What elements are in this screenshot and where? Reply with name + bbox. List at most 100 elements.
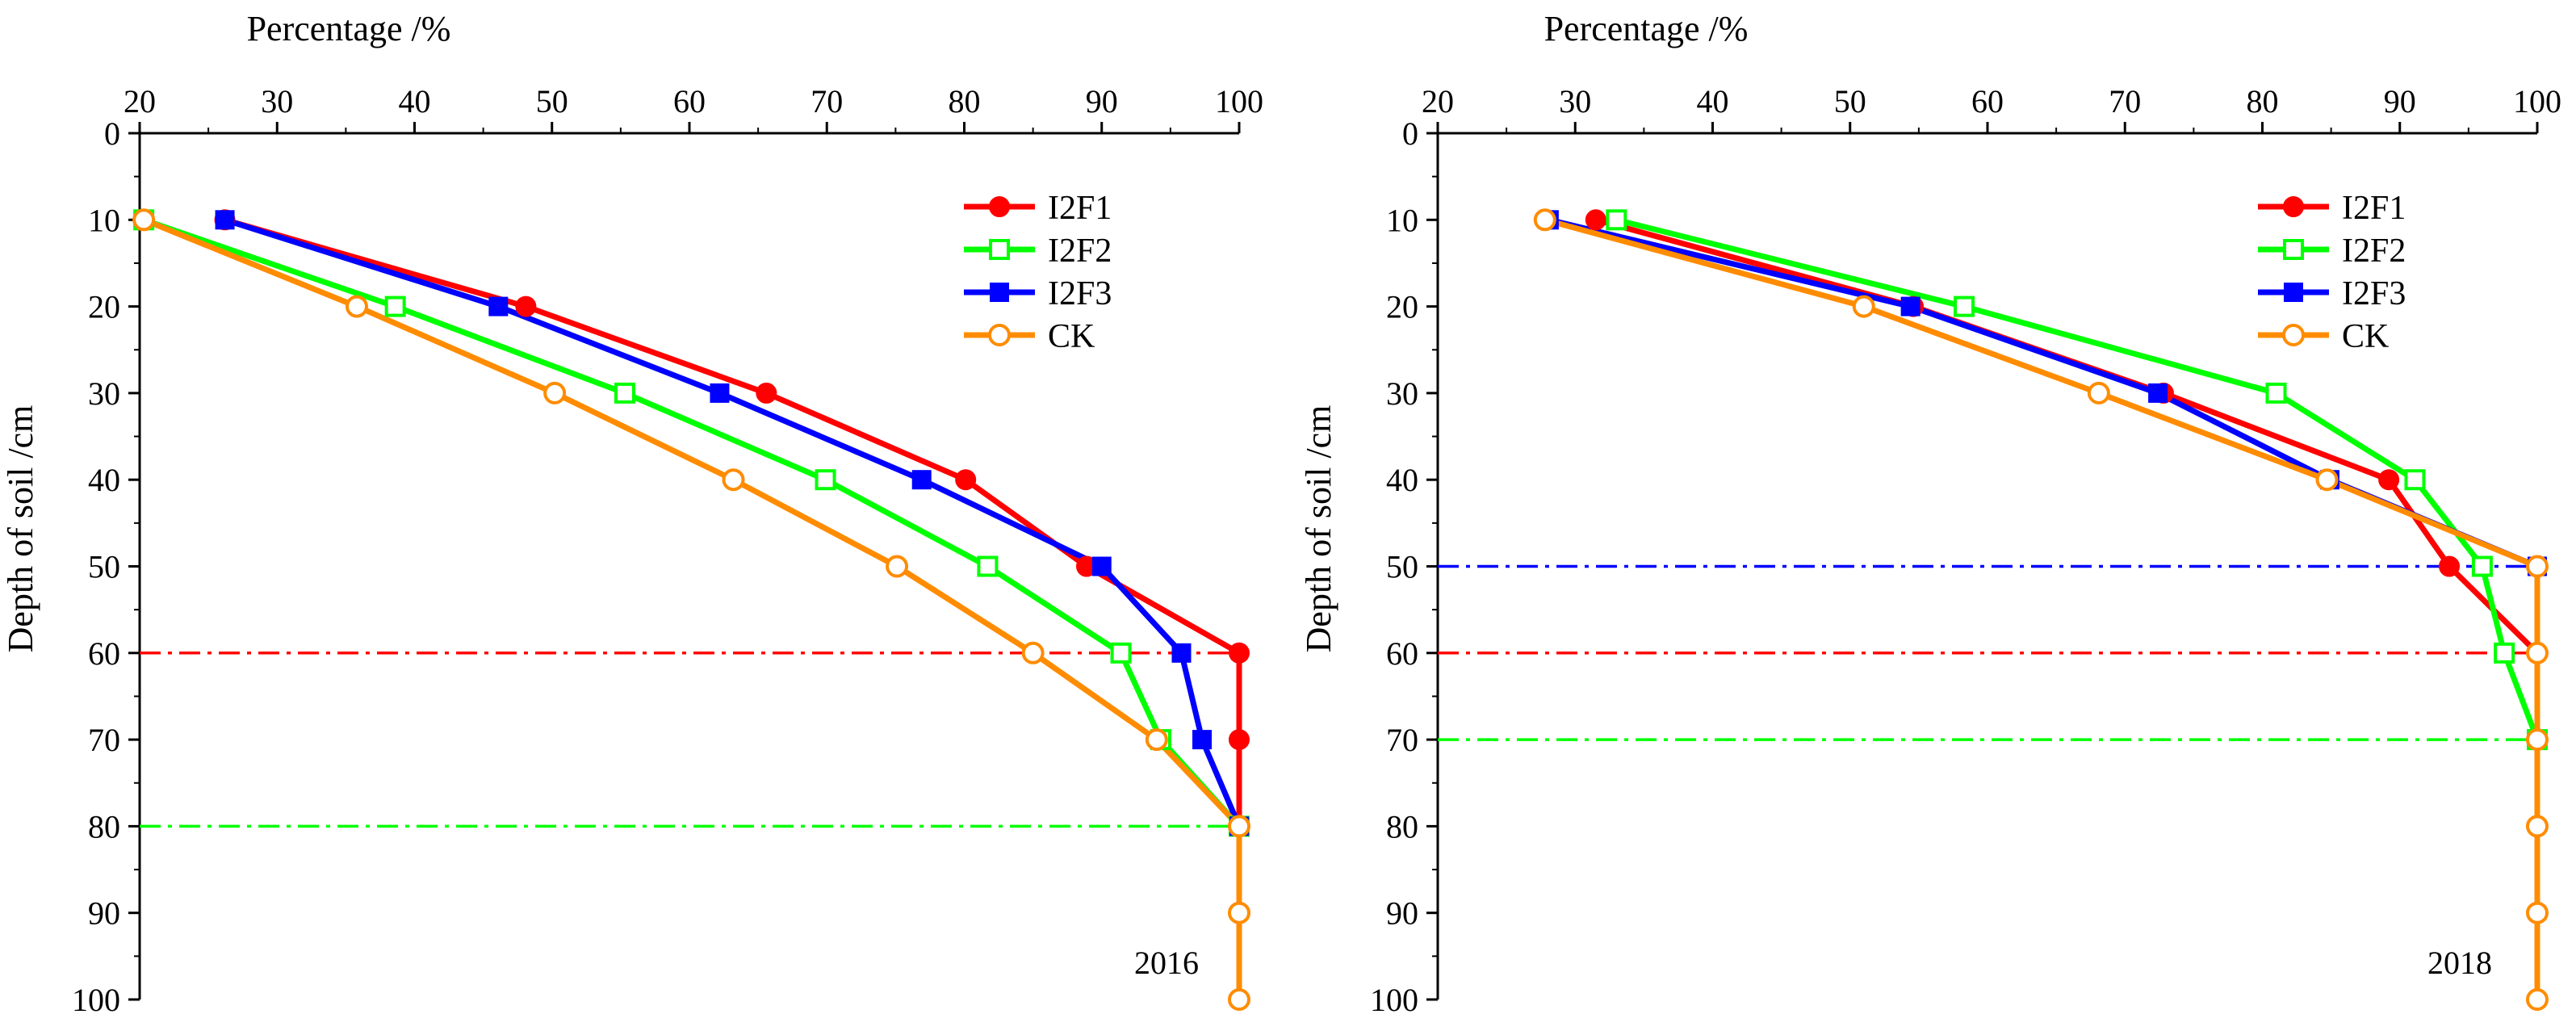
data-point-ck (2526, 641, 2549, 664)
x-tick-label: 20 (124, 83, 156, 119)
y-tick-label: 0 (104, 115, 120, 152)
series-line-i2f3 (1546, 216, 2540, 569)
data-point-ck (1852, 295, 1875, 318)
x-axis-title: Percentage /% (247, 9, 451, 48)
data-point-ck (132, 208, 156, 232)
data-point-i2f1 (2439, 555, 2461, 577)
y-tick-label: 0 (1402, 115, 1418, 152)
x-tick-label: 60 (1971, 83, 2004, 119)
y-tick-label: 60 (1386, 635, 1418, 672)
x-tick-label: 90 (2384, 83, 2416, 119)
data-point-i2f1 (1585, 209, 1606, 231)
legend-label-i2f3: I2F3 (1048, 275, 1112, 312)
data-point-ck (2526, 815, 2549, 838)
y-tick-label: 50 (88, 549, 120, 585)
legend-marker-ck (988, 324, 1011, 346)
x-tick-label: 100 (2513, 83, 2561, 119)
y-tick-label: 30 (88, 375, 120, 412)
data-point-i2f3 (2148, 383, 2168, 403)
data-point-ck (1533, 208, 1556, 232)
data-point-ck (345, 295, 368, 318)
data-point-ck (543, 381, 567, 404)
year-label: 2018 (2427, 945, 2492, 981)
legend-label-i2f2: I2F2 (1048, 233, 1112, 270)
data-point-i2f3 (710, 383, 730, 403)
data-point-ck (1228, 988, 1250, 1011)
y-tick-label: 10 (1386, 202, 1418, 238)
data-point-i2f2 (2265, 382, 2287, 404)
series-line-ck (1542, 216, 2540, 1003)
x-tick-label: 90 (1086, 83, 1118, 119)
data-point-ck (886, 555, 909, 578)
year-label: 2016 (1134, 945, 1199, 981)
data-point-i2f3 (911, 470, 932, 490)
x-tick-label: 70 (810, 83, 843, 119)
data-point-i2f1 (955, 469, 977, 491)
data-point-ck (2526, 901, 2549, 924)
x-tick-label: 70 (2109, 83, 2141, 119)
y-tick-label: 90 (88, 895, 120, 932)
x-tick-label: 60 (673, 83, 706, 119)
legend-label-ck: CK (1048, 318, 1095, 355)
chart-panel-2016: Percentage /% Depth of soil /cm 2016 20 3… (1, 9, 1263, 1018)
x-tick-label: 20 (1422, 83, 1454, 119)
series-line-i2f2 (140, 216, 1242, 829)
data-point-i2f2 (977, 555, 999, 577)
data-point-i2f1 (515, 295, 537, 317)
y-tick-label: 100 (1370, 982, 1418, 1018)
data-point-i2f3 (1192, 730, 1213, 750)
data-point-i2f2 (1954, 295, 1975, 317)
data-point-i2f1 (1229, 729, 1250, 751)
data-point-ck (1145, 728, 1168, 752)
data-point-i2f3 (1091, 556, 1112, 576)
chart-panel-2018: Percentage /% Depth of soil /cm 2018 20 3… (1299, 9, 2561, 1018)
series-line-i2f1 (222, 216, 1242, 829)
x-tick-label: 50 (1834, 83, 1866, 119)
data-point-i2f3 (488, 296, 509, 316)
data-point-i2f3 (1900, 296, 1920, 316)
data-point-i2f2 (384, 295, 406, 317)
y-axis-title: Depth of soil /cm (1299, 405, 1338, 653)
legend-label-i2f3: I2F3 (2342, 275, 2406, 312)
legend-label-i2f1: I2F1 (2342, 190, 2406, 227)
y-tick-label: 10 (88, 202, 120, 238)
x-axis-title: Percentage /% (1544, 9, 1749, 48)
legend-marker-i2f3 (2284, 283, 2303, 302)
y-tick-label: 70 (88, 722, 120, 758)
series-line-ck (140, 216, 1242, 1003)
data-point-ck (2087, 381, 2110, 404)
data-point-i2f1 (756, 382, 777, 404)
x-tick-label: 30 (1559, 83, 1591, 119)
y-tick-label: 70 (1386, 722, 1418, 758)
legend-marker-i2f1 (2283, 196, 2304, 217)
data-point-i2f2 (614, 382, 635, 404)
data-point-i2f2 (1110, 642, 1132, 664)
data-point-i2f2 (1606, 209, 1627, 231)
data-point-i2f1 (2378, 469, 2400, 491)
series-line-i2f3 (222, 216, 1242, 829)
legend-marker-i2f1 (989, 196, 1010, 217)
data-point-ck (2526, 555, 2549, 578)
data-point-ck (2315, 468, 2339, 492)
legend-marker-i2f2 (989, 239, 1010, 260)
data-point-i2f1 (1229, 642, 1250, 664)
data-point-i2f2 (2404, 469, 2426, 491)
data-point-ck (1021, 641, 1045, 664)
data-point-ck (2526, 728, 2549, 752)
data-point-ck (722, 468, 745, 492)
x-tick-label: 80 (2247, 83, 2279, 119)
legend-marker-ck (2282, 324, 2305, 346)
data-point-ck (1228, 901, 1250, 924)
x-tick-label: 80 (949, 83, 981, 119)
x-tick-label: 40 (1697, 83, 1729, 119)
y-tick-label: 20 (1386, 289, 1418, 325)
x-tick-label: 30 (261, 83, 293, 119)
y-tick-label: 50 (1386, 549, 1418, 585)
legend-marker-i2f3 (990, 283, 1009, 302)
y-tick-label: 20 (88, 289, 120, 325)
data-point-ck (1228, 815, 1250, 838)
x-tick-label: 100 (1215, 83, 1263, 119)
legend-label-ck: CK (2342, 318, 2389, 355)
y-tick-label: 100 (72, 982, 120, 1018)
